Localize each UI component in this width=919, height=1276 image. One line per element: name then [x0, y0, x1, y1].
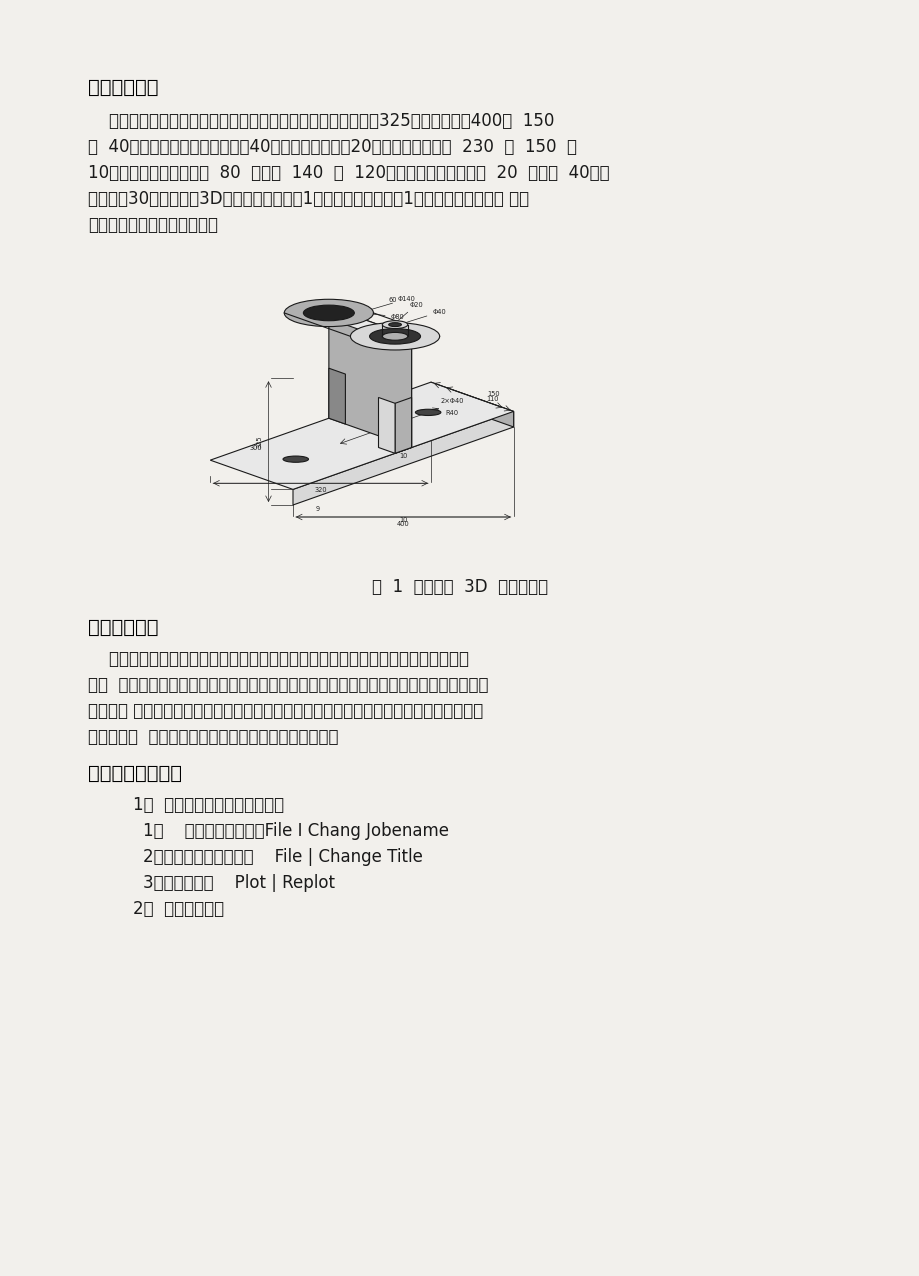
Text: 110: 110 [486, 396, 499, 402]
Text: 这个支座底板有两个倒角和两个圆孔，底板下方还有个凹槽底板上方有两块肋板相: 这个支座底板有两个倒角和两个圆孔，底板下方还有个凹槽底板上方有两块肋板相 [88, 649, 469, 669]
Polygon shape [328, 308, 411, 448]
Ellipse shape [283, 456, 308, 462]
Text: 60: 60 [388, 297, 396, 304]
Text: 150: 150 [486, 390, 499, 397]
Polygon shape [328, 369, 345, 424]
Text: 一、问题描述: 一、问题描述 [88, 78, 158, 97]
Text: 2）定义工作工作标题：    File | Change Title: 2）定义工作工作标题： File | Change Title [142, 849, 423, 866]
Text: 325: 325 [256, 435, 262, 448]
Polygon shape [292, 411, 513, 505]
Text: 正肋板，增  加肋板，最后体相加然后划分有限元网格。: 正肋板，增 加肋板，最后体相加然后划分有限元网格。 [88, 729, 338, 746]
Text: 上倒角、 打孔，其次建立肋板，接着在肋板上建立空心圆柱然后在空心圆柱上打孔，再修: 上倒角、 打孔，其次建立肋板，接着在肋板上建立空心圆柱然后在空心圆柱上打孔，再修 [88, 702, 482, 720]
Text: 图  1  支座零件  3D  结构示意图: 图 1 支座零件 3D 结构示意图 [371, 578, 548, 596]
Polygon shape [312, 308, 411, 342]
Ellipse shape [350, 323, 439, 350]
Ellipse shape [369, 328, 420, 345]
Text: 建模并进行有限元网格划分。: 建模并进行有限元网格划分。 [88, 216, 218, 234]
Text: 个肋板宽30。支座零件3D结构示意图如下图1所示，要求根据如图1所示的尺寸进行自顶 向下: 个肋板宽30。支座零件3D结构示意图如下图1所示，要求根据如图1所示的尺寸进行自… [88, 190, 528, 208]
Text: Φ40: Φ40 [406, 309, 446, 323]
Ellipse shape [303, 305, 354, 320]
Text: Φ20: Φ20 [397, 301, 423, 322]
Ellipse shape [382, 320, 407, 328]
Ellipse shape [382, 333, 407, 341]
Text: 1）    定义工作文件名：File I Chang Jobename: 1） 定义工作文件名：File I Chang Jobename [142, 822, 448, 840]
Text: 二、问题分析: 二、问题分析 [88, 618, 158, 637]
Text: 22: 22 [371, 394, 380, 401]
Ellipse shape [388, 323, 401, 327]
Polygon shape [378, 397, 394, 453]
Ellipse shape [284, 300, 373, 327]
Text: 1、  定义工作文件名和工作标题: 1、 定义工作文件名和工作标题 [133, 796, 284, 814]
Polygon shape [430, 382, 513, 427]
Text: 230: 230 [383, 444, 395, 450]
Text: 120: 120 [346, 310, 358, 316]
Text: Φ80: Φ80 [352, 311, 404, 320]
Text: 10；大空心圆柱体内径为  80  外径为  140  长  120，小空心圆柱体内径为  20  外径为  40，各: 10；大空心圆柱体内径为 80 外径为 140 长 120，小空心圆柱体内径为 … [88, 165, 609, 182]
Text: Φ140: Φ140 [367, 296, 415, 310]
Text: 三、实体建模过程: 三、实体建模过程 [88, 764, 182, 783]
Text: 400: 400 [396, 521, 409, 527]
Text: 320: 320 [314, 487, 326, 493]
Text: 10: 10 [399, 453, 407, 459]
Text: 300: 300 [250, 445, 262, 450]
Ellipse shape [415, 410, 440, 416]
Polygon shape [210, 382, 513, 490]
Text: 9: 9 [315, 507, 319, 512]
Text: 2×Φ40: 2×Φ40 [430, 398, 463, 411]
Text: 接，  助板上两个大小空心圆柱相贯。可以采用自顶向下建模：首先建支座底板然后在底板: 接， 助板上两个大小空心圆柱相贯。可以采用自顶向下建模：首先建支座底板然后在底板 [88, 676, 488, 694]
Text: 高  40，支座底板两个倒角半径为40，两个圆孔半径为20，底板下方凹槽长  230  宽  150  高: 高 40，支座底板两个倒角半径为40，两个圆孔半径为20，底板下方凹槽长 230… [88, 138, 576, 156]
Text: R40: R40 [445, 411, 458, 416]
Polygon shape [394, 397, 411, 453]
Text: 3）重新显示：    Plot | Replot: 3）重新显示： Plot | Replot [142, 874, 335, 892]
Polygon shape [394, 337, 411, 453]
Text: 2、  显示工作平面: 2、 显示工作平面 [133, 900, 224, 917]
Text: 10: 10 [399, 517, 407, 522]
Text: 该建模的支座零件由底板、肋板和空心圆柱组成。整个支座高325，支座底板长400宽  150: 该建模的支座零件由底板、肋板和空心圆柱组成。整个支座高325，支座底板长400宽… [88, 112, 554, 130]
